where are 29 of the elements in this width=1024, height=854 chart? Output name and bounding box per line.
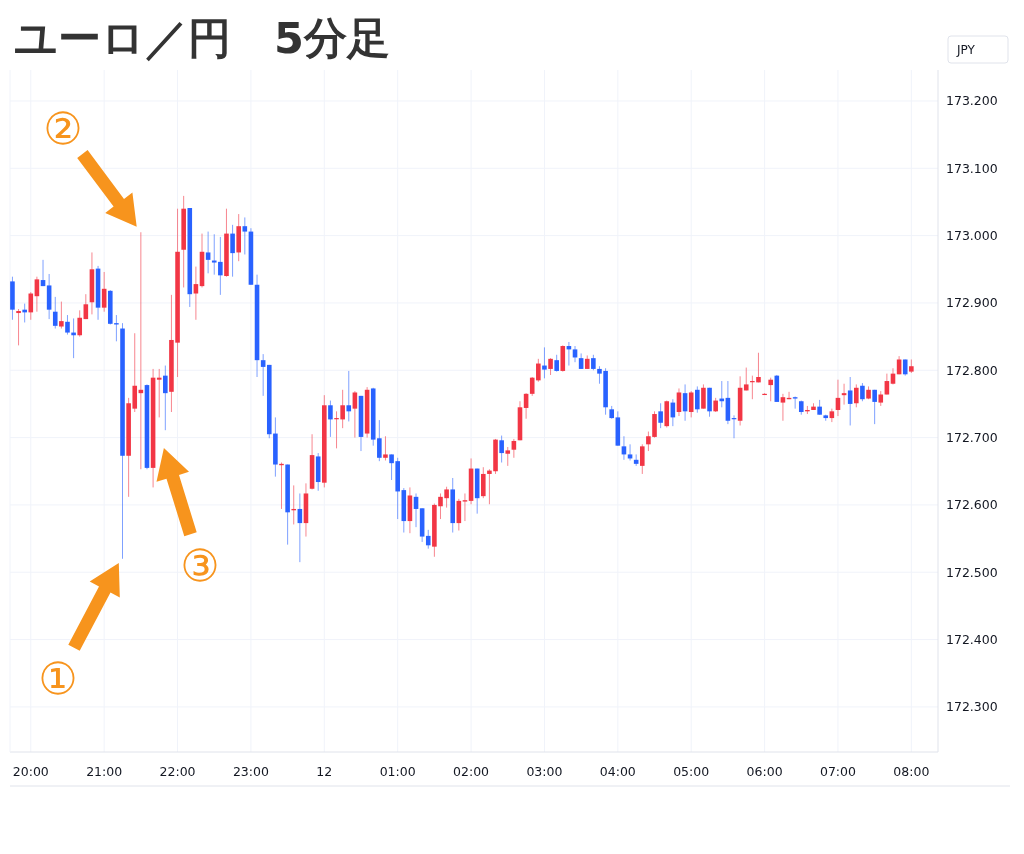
x-tick-label: 01:00 <box>379 763 416 779</box>
y-tick-label: 173.100 <box>946 160 998 176</box>
y-tick-label: 172.500 <box>946 564 998 580</box>
y-tick-label: 172.600 <box>946 497 998 513</box>
y-tick-label: 172.400 <box>946 632 998 648</box>
x-tick-label: 21:00 <box>86 763 123 779</box>
annotation: ② <box>43 102 83 154</box>
x-tick-label: 06:00 <box>746 763 783 779</box>
title: ユーロ／円 5分足 <box>14 13 390 63</box>
x-tick-label: 02:00 <box>453 763 490 779</box>
y-tick-label: 172.800 <box>946 362 998 378</box>
annotation: ③ <box>180 539 220 591</box>
x-tick-label: 22:00 <box>159 763 196 779</box>
x-tick-label: 03:00 <box>526 763 563 779</box>
x-tick-label: 20:00 <box>12 763 49 779</box>
y-tick-label: 173.000 <box>946 228 998 244</box>
x-tick-label: 12 <box>316 763 333 779</box>
x-tick-label: 08:00 <box>893 763 930 779</box>
ylabel: JPY <box>947 35 1009 64</box>
x-tick-label: 04:00 <box>599 763 636 779</box>
y-tick-label: 172.300 <box>946 699 998 715</box>
y-tick-label: 172.900 <box>946 295 998 311</box>
x-tick-label: 05:00 <box>673 763 710 779</box>
y-tick-label: 173.200 <box>946 93 998 109</box>
x-tick-label: 23:00 <box>232 763 269 779</box>
x-tick-label: 07:00 <box>819 763 857 779</box>
annotation: ① <box>38 652 78 704</box>
y-tick-label: 172.700 <box>946 430 998 446</box>
y-axis-title: JPY <box>956 42 976 57</box>
